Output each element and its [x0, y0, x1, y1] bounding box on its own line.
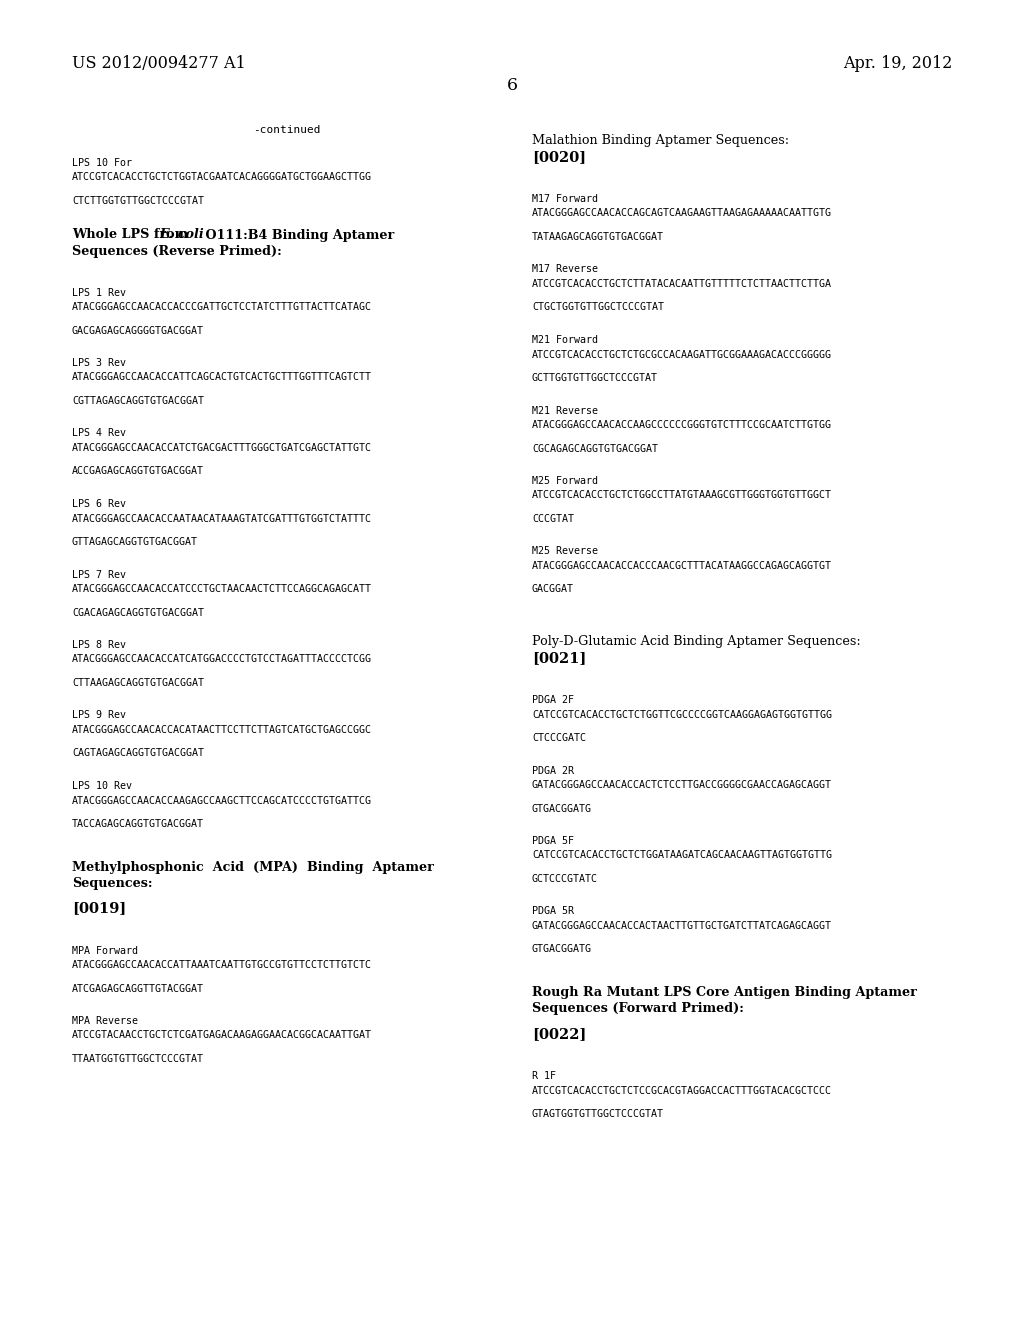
Text: CTGCTGGTGTTGGCTCCCGTAT: CTGCTGGTGTTGGCTCCCGTAT: [532, 302, 664, 313]
Text: O111:B4 Binding Aptamer: O111:B4 Binding Aptamer: [201, 228, 394, 242]
Text: -continued: -continued: [253, 125, 321, 135]
Text: CGACAGAGCAGGTGTGACGGAT: CGACAGAGCAGGTGTGACGGAT: [72, 607, 204, 618]
Text: ATACGGGAGCCAACACCACATAACTTCCTTCTTAGTCATGCTGAGCCGGC: ATACGGGAGCCAACACCACATAACTTCCTTCTTAGTCATG…: [72, 725, 372, 735]
Text: Rough Ra Mutant LPS Core Antigen Binding Aptamer: Rough Ra Mutant LPS Core Antigen Binding…: [532, 986, 916, 999]
Text: GTTAGAGCAGGTGTGACGGAT: GTTAGAGCAGGTGTGACGGAT: [72, 537, 198, 546]
Text: ATACGGGAGCCAACACCATTAAATCAATTGTGCCGTGTTCCTCTTGTCTC: ATACGGGAGCCAACACCATTAAATCAATTGTGCCGTGTTC…: [72, 960, 372, 970]
Text: LPS 1 Rev: LPS 1 Rev: [72, 288, 126, 297]
Text: R 1F: R 1F: [532, 1071, 556, 1081]
Text: ATCGAGAGCAGGTTGTACGGAT: ATCGAGAGCAGGTTGTACGGAT: [72, 983, 204, 994]
Text: ATACGGGAGCCAACACCATCCCTGCTAACAACTCTTCCAGGCAGAGCATT: ATACGGGAGCCAACACCATCCCTGCTAACAACTCTTCCAG…: [72, 583, 372, 594]
Text: ATACGGGAGCCAACACCATTCAGCACTGTCACTGCTTTGGTTTCAGTCTT: ATACGGGAGCCAACACCATTCAGCACTGTCACTGCTTTGG…: [72, 372, 372, 383]
Text: LPS 10 For: LPS 10 For: [72, 158, 132, 168]
Text: ATACGGGAGCCAACACCACCCAACGCTTTACATAAGGCCAGAGCAGGTGT: ATACGGGAGCCAACACCACCCAACGCTTTACATAAGGCCA…: [532, 561, 831, 572]
Text: ATCCGTCACACCTGCTCTGGTACGAATCACAGGGGATGCTGGAAGCTTGG: ATCCGTCACACCTGCTCTGGTACGAATCACAGGGGATGCT…: [72, 173, 372, 182]
Text: Malathion Binding Aptamer Sequences:: Malathion Binding Aptamer Sequences:: [532, 135, 790, 147]
Text: M21 Reverse: M21 Reverse: [532, 405, 598, 416]
Text: Sequences (Reverse Primed):: Sequences (Reverse Primed):: [72, 244, 282, 257]
Text: LPS 4 Rev: LPS 4 Rev: [72, 429, 126, 438]
Text: [0020]: [0020]: [532, 150, 586, 164]
Text: GATACGGGAGCCAACACCACTAACTTGTTGCTGATCTTATCAGAGCAGGT: GATACGGGAGCCAACACCACTAACTTGTTGCTGATCTTAT…: [532, 921, 831, 931]
Text: PDGA 2R: PDGA 2R: [532, 766, 574, 776]
Text: ATCCGTCACACCTGCTCTCCGCACGTAGGACCACTTTGGTACACGCTCCC: ATCCGTCACACCTGCTCTCCGCACGTAGGACCACTTTGGT…: [532, 1085, 831, 1096]
Text: M25 Reverse: M25 Reverse: [532, 546, 598, 557]
Text: ATCCGTCACACCTGCTCTGGCCTTATGTAAAGCGTTGGGTGGTGTTGGCT: ATCCGTCACACCTGCTCTGGCCTTATGTAAAGCGTTGGGT…: [532, 491, 831, 500]
Text: LPS 7 Rev: LPS 7 Rev: [72, 569, 126, 579]
Text: Poly-D-Glutamic Acid Binding Aptamer Sequences:: Poly-D-Glutamic Acid Binding Aptamer Seq…: [532, 635, 861, 648]
Text: GTGACGGATG: GTGACGGATG: [532, 804, 592, 813]
Text: Apr. 19, 2012: Apr. 19, 2012: [843, 55, 952, 73]
Text: LPS 3 Rev: LPS 3 Rev: [72, 358, 126, 368]
Text: ATACGGGAGCCAACACCAAGCCCCCCGGGTGTCTTTCCGCAATCTTGTGG: ATACGGGAGCCAACACCAAGCCCCCCGGGTGTCTTTCCGC…: [532, 420, 831, 430]
Text: Sequences:: Sequences:: [72, 876, 153, 890]
Text: E. coli: E. coli: [160, 228, 205, 242]
Text: CCCGTAT: CCCGTAT: [532, 513, 574, 524]
Text: Methylphosphonic  Acid  (MPA)  Binding  Aptamer: Methylphosphonic Acid (MPA) Binding Apta…: [72, 861, 434, 874]
Text: US 2012/0094277 A1: US 2012/0094277 A1: [72, 55, 246, 73]
Text: LPS 9 Rev: LPS 9 Rev: [72, 710, 126, 721]
Text: ATACGGGAGCCAACACCAATAACATAAAGTATCGATTTGTGGTCTATTTC: ATACGGGAGCCAACACCAATAACATAAAGTATCGATTTGT…: [72, 513, 372, 524]
Text: ACCGAGAGCAGGTGTGACGGAT: ACCGAGAGCAGGTGTGACGGAT: [72, 466, 204, 477]
Text: CGCAGAGCAGGTGTGACGGAT: CGCAGAGCAGGTGTGACGGAT: [532, 444, 658, 454]
Text: TTAATGGTGTTGGCTCCCGTAT: TTAATGGTGTTGGCTCCCGTAT: [72, 1053, 204, 1064]
Text: CTCCCGATC: CTCCCGATC: [532, 733, 586, 743]
Text: CATCCGTCACACCTGCTCTGGATAAGATCAGCAACAAGTTAGTGGTGTTG: CATCCGTCACACCTGCTCTGGATAAGATCAGCAACAAGTT…: [532, 850, 831, 861]
Text: GCTCCCGTATC: GCTCCCGTATC: [532, 874, 598, 884]
Text: GTAGTGGTGTTGGCTCCCGTAT: GTAGTGGTGTTGGCTCCCGTAT: [532, 1109, 664, 1119]
Text: LPS 8 Rev: LPS 8 Rev: [72, 640, 126, 649]
Text: GTGACGGATG: GTGACGGATG: [532, 945, 592, 954]
Text: GATACGGGAGCCAACACCACTCTCCTTGACCGGGGCGAACCAGAGCAGGT: GATACGGGAGCCAACACCACTCTCCTTGACCGGGGCGAAC…: [532, 780, 831, 789]
Text: Whole LPS from: Whole LPS from: [72, 228, 193, 242]
Text: CATCCGTCACACCTGCTCTGGTTCGCCCCGGTCAAGGAGAGTGGTGTTGG: CATCCGTCACACCTGCTCTGGTTCGCCCCGGTCAAGGAGA…: [532, 710, 831, 719]
Text: PDGA 5F: PDGA 5F: [532, 836, 574, 846]
Text: [0022]: [0022]: [532, 1027, 587, 1041]
Text: CGTTAGAGCAGGTGTGACGGAT: CGTTAGAGCAGGTGTGACGGAT: [72, 396, 204, 407]
Text: LPS 10 Rev: LPS 10 Rev: [72, 781, 132, 791]
Text: ATACGGGAGCCAACACCACCCGATTGCTCCTATCTTTGTTACTTCATAGC: ATACGGGAGCCAACACCACCCGATTGCTCCTATCTTTGTT…: [72, 302, 372, 312]
Text: PDGA 2F: PDGA 2F: [532, 696, 574, 705]
Text: TACCAGAGCAGGTGTGACGGAT: TACCAGAGCAGGTGTGACGGAT: [72, 818, 204, 829]
Text: CAGTAGAGCAGGTGTGACGGAT: CAGTAGAGCAGGTGTGACGGAT: [72, 748, 204, 759]
Text: MPA Reverse: MPA Reverse: [72, 1016, 138, 1026]
Text: ATACGGGAGCCAACACCATCATGGACCCCTGTCCTAGATTTACCCCTCGG: ATACGGGAGCCAACACCATCATGGACCCCTGTCCTAGATT…: [72, 655, 372, 664]
Text: ATCCGTACAACCTGCTCTCGATGAGACAAGAGGAACACGGCACAATTGAT: ATCCGTACAACCTGCTCTCGATGAGACAAGAGGAACACGG…: [72, 1031, 372, 1040]
Text: LPS 6 Rev: LPS 6 Rev: [72, 499, 126, 510]
Text: M25 Forward: M25 Forward: [532, 477, 598, 486]
Text: [0021]: [0021]: [532, 651, 587, 665]
Text: ATACGGGAGCCAACACCAGCAGTCAAGAAGTTAAGAGAAAAACAATTGTG: ATACGGGAGCCAACACCAGCAGTCAAGAAGTTAAGAGAAA…: [532, 209, 831, 219]
Text: 6: 6: [507, 77, 517, 94]
Text: M17 Forward: M17 Forward: [532, 194, 598, 205]
Text: GACGGAT: GACGGAT: [532, 585, 574, 594]
Text: M21 Forward: M21 Forward: [532, 335, 598, 345]
Text: Sequences (Forward Primed):: Sequences (Forward Primed):: [532, 1002, 743, 1015]
Text: MPA Forward: MPA Forward: [72, 945, 138, 956]
Text: GACGAGAGCAGGGGTGACGGAT: GACGAGAGCAGGGGTGACGGAT: [72, 326, 204, 335]
Text: TATAAGAGCAGGTGTGACGGAT: TATAAGAGCAGGTGTGACGGAT: [532, 232, 664, 242]
Text: ATACGGGAGCCAACACCAAGAGCCAAGCTTCCAGCATCCCCTGTGATTCG: ATACGGGAGCCAACACCAAGAGCCAAGCTTCCAGCATCCC…: [72, 796, 372, 805]
Text: CTCTTGGTGTTGGCTCCCGTAT: CTCTTGGTGTTGGCTCCCGTAT: [72, 195, 204, 206]
Text: PDGA 5R: PDGA 5R: [532, 907, 574, 916]
Text: ATCCGTCACACCTGCTCTTATACACAATTGTTTTTCTCTTAACTTCTTGA: ATCCGTCACACCTGCTCTTATACACAATTGTTTTTCTCTT…: [532, 279, 831, 289]
Text: M17 Reverse: M17 Reverse: [532, 264, 598, 275]
Text: CTTAAGAGCAGGTGTGACGGAT: CTTAAGAGCAGGTGTGACGGAT: [72, 678, 204, 688]
Text: [0019]: [0019]: [72, 902, 126, 916]
Text: GCTTGGTGTTGGCTCCCGTAT: GCTTGGTGTTGGCTCCCGTAT: [532, 374, 658, 383]
Text: ATCCGTCACACCTGCTCTGCGCCACAAGATTGCGGAAAGACACCCGGGGG: ATCCGTCACACCTGCTCTGCGCCACAAGATTGCGGAAAGA…: [532, 350, 831, 359]
Text: ATACGGGAGCCAACACCATCTGACGACTTTGGGCTGATCGAGCTATTGTC: ATACGGGAGCCAACACCATCTGACGACTTTGGGCTGATCG…: [72, 444, 372, 453]
